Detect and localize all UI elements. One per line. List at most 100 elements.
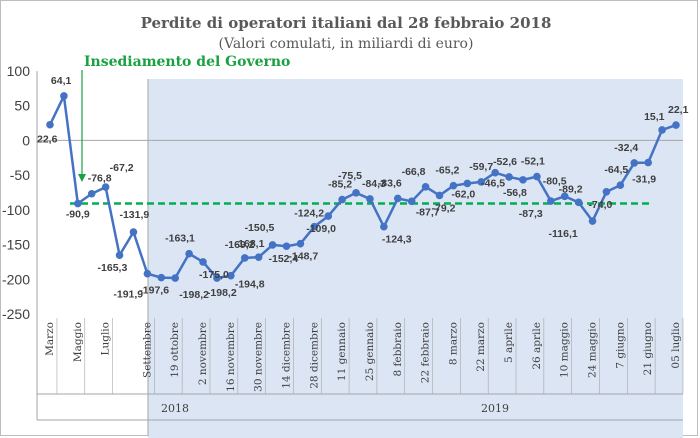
x-tick-label: 5 aprile (503, 322, 515, 363)
year-label: 2018 (161, 402, 189, 415)
x-tick-label: 26 aprile (531, 322, 543, 370)
data-point (616, 181, 625, 190)
data-label: -76,8 (88, 173, 112, 185)
data-label: -64,5 (604, 164, 628, 176)
y-tick-label: -50 (10, 167, 30, 183)
data-point (519, 176, 527, 184)
x-tick-label: 25 gennaio (364, 322, 376, 381)
data-point (658, 126, 666, 134)
x-tick-label: 10 maggio (559, 322, 571, 378)
data-label: -109,0 (306, 223, 336, 235)
data-point (602, 188, 611, 196)
data-point (421, 183, 430, 191)
data-point (157, 273, 166, 282)
y-tick-label: 100 (7, 63, 31, 79)
data-label: -79,2 (432, 202, 456, 214)
chart-subtitle: (Valori comulati, in miliardi di euro) (219, 36, 474, 52)
y-tick-label: 50 (14, 98, 30, 114)
data-point (87, 189, 96, 198)
data-label: 22,6 (37, 134, 58, 146)
data-point (644, 158, 652, 167)
data-label: -152,4 (268, 253, 298, 265)
data-label: -197,6 (139, 285, 169, 297)
data-point (282, 242, 291, 251)
data-point (101, 183, 110, 191)
data-label: -165,3 (98, 262, 128, 274)
x-tick-label: 30 novembre (253, 322, 265, 392)
data-label: -90,9 (66, 209, 90, 221)
data-point (240, 254, 249, 262)
data-label: 64,1 (51, 75, 72, 87)
x-tick-label: 8 febbraio (392, 322, 404, 377)
data-label: -116,1 (549, 228, 578, 240)
data-point (46, 120, 54, 129)
data-point (338, 195, 346, 204)
year-label: 2019 (481, 402, 509, 415)
data-label: -198,2 (207, 287, 237, 299)
x-tick-label: 19 ottobre (169, 322, 181, 378)
series-line (48, 94, 677, 280)
annotation-arrow (78, 174, 86, 182)
data-point (199, 258, 207, 266)
data-label: -32,4 (614, 142, 638, 154)
data-label: -85,2 (328, 179, 352, 191)
data-label: -124,3 (382, 234, 412, 246)
data-label: -66,8 (402, 166, 426, 178)
data-label: -87,3 (519, 208, 543, 220)
data-label: -131,9 (119, 209, 149, 221)
data-label: -31,9 (632, 174, 656, 186)
x-tick-label: 05 luglio (670, 322, 682, 369)
data-label: -83,6 (378, 177, 402, 189)
data-label: -175,0 (199, 269, 229, 281)
data-point (115, 251, 124, 259)
data-point (463, 179, 472, 188)
data-point (380, 222, 388, 231)
data-point (588, 217, 597, 225)
data-label: 15,1 (644, 111, 665, 123)
data-label: 22,1 (668, 104, 689, 116)
y-tick-label: -250 (2, 306, 30, 322)
data-label: -52,1 (521, 156, 545, 168)
data-label: -124,2 (294, 208, 324, 220)
data-point (574, 198, 583, 207)
data-point (268, 241, 277, 249)
data-point (630, 159, 639, 167)
data-point (74, 199, 82, 208)
data-point (533, 172, 541, 181)
data-point (547, 197, 555, 205)
y-tick-label: -200 (2, 271, 30, 287)
y-tick-label: 0 (22, 132, 30, 148)
x-tick-label: Luglio (100, 322, 112, 356)
x-tick-label: 2 novembre (197, 322, 209, 385)
data-point (185, 249, 193, 258)
data-point (505, 173, 513, 181)
data-label: -75,5 (338, 170, 362, 182)
annotation-label: Insediamento del Governo (84, 54, 290, 70)
data-label: -65,2 (435, 165, 459, 177)
data-point (435, 191, 444, 200)
x-tick-label: 7 giugno (614, 322, 626, 369)
data-point (254, 253, 263, 261)
data-point (171, 274, 179, 282)
data-label: -148,7 (288, 251, 318, 263)
x-tick-label: 16 novembre (225, 322, 237, 392)
data-point (324, 212, 333, 220)
data-label: -56,8 (503, 187, 527, 199)
data-label: -89,2 (559, 183, 583, 195)
data-label: -52,6 (493, 156, 517, 168)
data-label: -163,1 (165, 233, 195, 245)
x-tick-label: Settembre (141, 322, 153, 378)
x-tick-label: 21 giugno (642, 322, 654, 375)
data-point (560, 192, 569, 201)
data-point (227, 271, 235, 280)
x-tick-label: 22 marzo (475, 322, 487, 372)
x-tick-label: Marzo (44, 322, 56, 356)
data-label: -198,2 (179, 289, 209, 301)
data-point (407, 197, 416, 206)
shaded-region (148, 79, 683, 438)
data-label: -84,3 (362, 178, 386, 190)
data-label: -191,9 (113, 289, 143, 301)
data-label: -59,7 (469, 161, 493, 173)
x-tick-label: 24 maggio (587, 322, 599, 378)
